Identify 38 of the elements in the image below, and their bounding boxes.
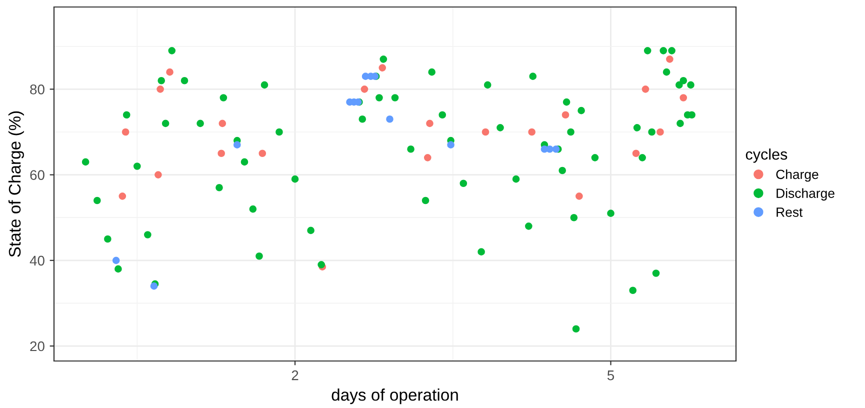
- point: [528, 128, 536, 136]
- point: [218, 120, 226, 128]
- point: [360, 86, 368, 93]
- point: [166, 68, 174, 76]
- x-axis-title: days of operation: [332, 388, 458, 404]
- y-tick-label: 20: [30, 341, 44, 352]
- point: [680, 94, 688, 102]
- y-tick-label: 80: [30, 84, 44, 94]
- x-tick-label: 5: [607, 370, 614, 380]
- point: [576, 192, 583, 200]
- point: [258, 150, 266, 158]
- point: [122, 128, 130, 136]
- point: [424, 154, 432, 162]
- point: [378, 64, 386, 72]
- legend-title: cycles: [746, 148, 788, 163]
- x-tick-label: 2: [292, 370, 298, 380]
- point: [386, 115, 394, 123]
- point: [632, 150, 640, 158]
- legend-label: Rest: [776, 208, 803, 217]
- point: [233, 141, 241, 148]
- y-tick-label: 40: [30, 256, 44, 266]
- legend-label: Discharge: [776, 188, 834, 201]
- legend-label: Charge: [776, 169, 818, 182]
- point: [118, 192, 126, 200]
- point: [426, 120, 434, 128]
- point: [656, 128, 664, 136]
- point: [154, 171, 162, 178]
- y-axis-title: State of Charge (%): [8, 111, 24, 257]
- point: [546, 145, 554, 153]
- point: [156, 86, 164, 93]
- point: [666, 56, 674, 63]
- point: [447, 141, 454, 148]
- point: [562, 111, 570, 119]
- point: [112, 256, 120, 264]
- point: [482, 128, 490, 136]
- y-tick-label: 60: [30, 170, 44, 180]
- point: [218, 150, 226, 158]
- point: [642, 86, 650, 93]
